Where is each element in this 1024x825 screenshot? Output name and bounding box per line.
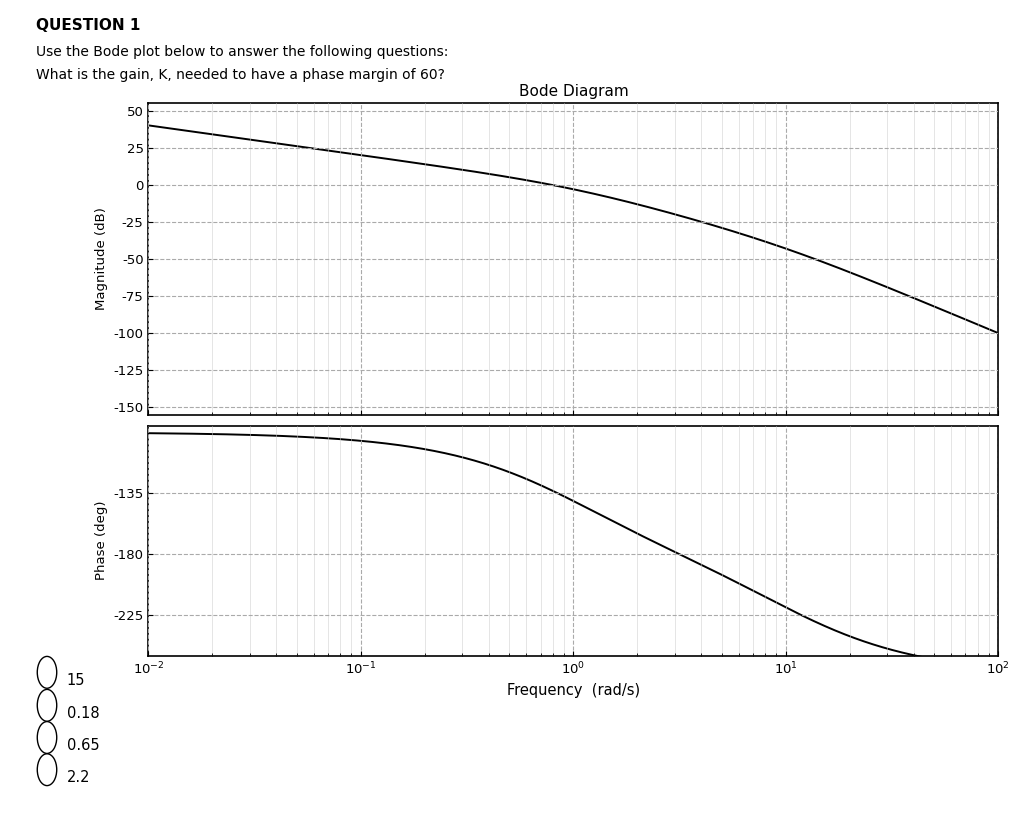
X-axis label: Frequency  (rad/s): Frequency (rad/s) xyxy=(507,683,640,698)
Title: Bode Diagram: Bode Diagram xyxy=(518,84,629,99)
Text: QUESTION 1: QUESTION 1 xyxy=(36,18,140,33)
Text: What is the gain, K, needed to have a phase margin of 60?: What is the gain, K, needed to have a ph… xyxy=(36,68,444,82)
Text: 0.65: 0.65 xyxy=(67,738,99,753)
Text: 2.2: 2.2 xyxy=(67,771,90,785)
Text: 15: 15 xyxy=(67,673,85,688)
Y-axis label: Phase (deg): Phase (deg) xyxy=(95,501,108,581)
Text: 0.18: 0.18 xyxy=(67,706,99,721)
Text: Use the Bode plot below to answer the following questions:: Use the Bode plot below to answer the fo… xyxy=(36,45,449,59)
Y-axis label: Magnitude (dB): Magnitude (dB) xyxy=(95,207,108,310)
